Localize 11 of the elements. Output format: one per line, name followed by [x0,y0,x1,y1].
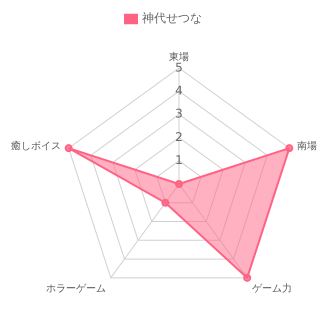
y-tick-label: 2 [175,130,183,144]
y-tick-label: 3 [175,106,183,121]
spoke-label: 癒しボイス [11,140,62,152]
y-tick-label: 5 [175,60,183,74]
y-tick-label: 1 [175,153,183,168]
legend-label: 神代せつな [142,11,202,25]
spoke-label: 南場 [296,140,317,152]
spoke-label: 東場 [169,51,189,63]
y-tick-label: 4 [175,83,183,98]
spoke-label: ホラーゲーム [46,283,106,294]
spoke-label: ゲーム力 [252,282,292,294]
